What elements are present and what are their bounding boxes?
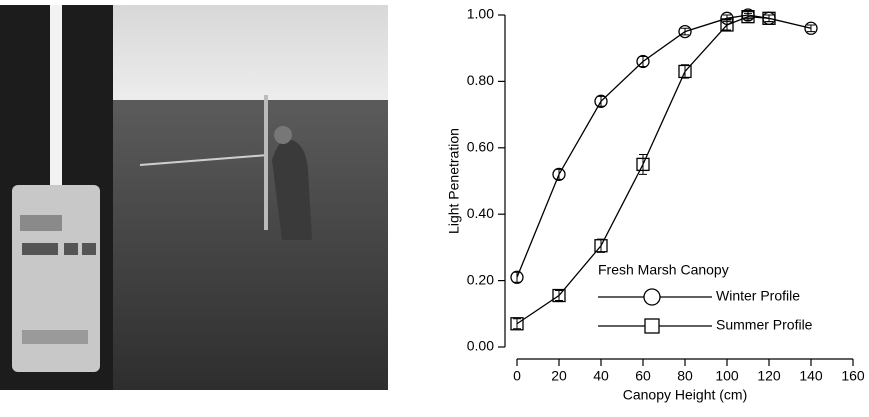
x-tick-label: 80	[677, 368, 693, 384]
data-point	[510, 317, 524, 331]
legend-title: Fresh Marsh Canopy	[598, 262, 729, 278]
x-tick-label: 160	[841, 368, 865, 384]
legend-marker	[644, 318, 660, 334]
y-tick-label: 0.60	[467, 139, 494, 155]
error-bar	[555, 168, 563, 180]
error-bar	[744, 12, 752, 21]
data-point	[636, 157, 650, 172]
x-tick-label: 120	[757, 368, 781, 384]
x-tick-label: 140	[799, 368, 823, 384]
x-tick-label: 0	[513, 368, 521, 384]
error-bar	[807, 24, 815, 33]
error-bar	[513, 271, 521, 283]
data-point	[741, 10, 755, 24]
photo-field	[113, 5, 388, 390]
series-line	[516, 16, 770, 325]
legend-marker	[643, 288, 661, 306]
chart: Light Penetration Canopy Height (cm) Fre…	[446, 6, 865, 403]
error-bar	[723, 19, 731, 31]
data-point	[720, 18, 734, 32]
x-tick-label: 40	[593, 368, 609, 384]
error-bar	[513, 318, 521, 330]
legend-label: Summer Profile	[716, 317, 813, 333]
y-tick-label: 0.20	[467, 271, 494, 287]
legend-label: Winter Profile	[716, 288, 800, 304]
y-tick-label: 0.00	[467, 338, 494, 354]
data-point	[804, 21, 818, 35]
photo-meter	[0, 5, 113, 390]
data-point	[636, 54, 650, 69]
y-tick-label: 1.00	[467, 6, 494, 22]
error-bar	[765, 14, 773, 23]
error-bar	[681, 27, 689, 36]
y-tick-label: 0.40	[467, 205, 494, 221]
data-point	[594, 239, 608, 253]
data-point	[678, 24, 692, 39]
y-axis-label: Light Penetration	[446, 128, 462, 234]
series-line	[516, 14, 812, 278]
x-axis-label: Canopy Height (cm)	[623, 387, 748, 403]
x-tick-label: 20	[551, 368, 567, 384]
data-point	[510, 270, 524, 284]
x-tick-label: 100	[715, 368, 739, 384]
data-point	[552, 167, 566, 182]
data-point	[594, 94, 608, 108]
data-point	[678, 64, 692, 79]
data-point	[552, 288, 566, 303]
data-point	[762, 11, 776, 25]
x-tick-label: 60	[635, 368, 651, 384]
error-bar	[555, 290, 563, 302]
y-tick-label: 0.80	[467, 72, 494, 88]
